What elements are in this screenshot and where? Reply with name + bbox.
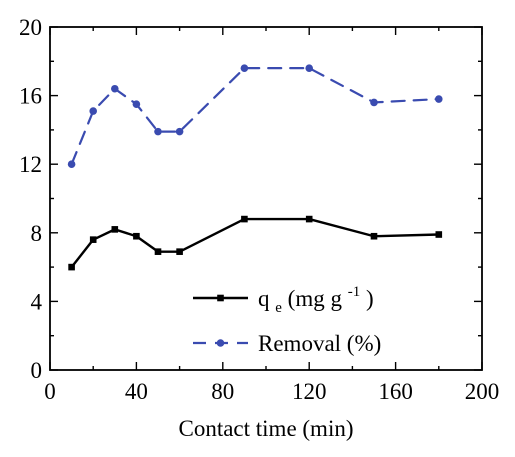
x-tick-label: 80	[211, 379, 234, 404]
qe-series-point	[89, 236, 97, 243]
y-tick-label: 16	[19, 84, 42, 109]
removal-series-point	[111, 84, 119, 93]
legend-label-qe-subscript: e	[275, 300, 282, 316]
plot-area-border	[49, 26, 483, 371]
removal-series-point	[305, 64, 314, 72]
y-tick-label: 8	[31, 221, 43, 246]
legend-swatch-removal-marker	[216, 339, 225, 347]
y-tick-label: 20	[19, 15, 42, 40]
legend-label-removal: Removal (%)	[258, 331, 381, 356]
removal-series-point	[154, 127, 162, 136]
x-tick-label: 120	[292, 379, 327, 404]
legend-label-qe-unit-prefix: (mg g	[288, 286, 343, 311]
removal-series-point	[370, 98, 378, 107]
removal-series-point	[132, 100, 141, 108]
y-tick-label: 4	[31, 289, 43, 314]
qe-series-point	[241, 215, 248, 223]
x-tick-label: 40	[125, 379, 148, 404]
legend-label-qe-unit-suffix: )	[366, 286, 374, 311]
x-tick-label: 200	[465, 379, 500, 404]
qe-series-point	[176, 248, 183, 255]
legend-item-qe: q e (mg g -1 )	[193, 276, 374, 317]
qe-series-point	[305, 215, 313, 223]
legend: q e (mg g -1 ) Removal (%)	[193, 276, 381, 356]
legend-item-removal: Removal (%)	[193, 331, 381, 356]
qe-series-point	[154, 248, 162, 255]
removal-series-point	[175, 127, 184, 136]
legend-swatch-qe-marker	[217, 294, 224, 302]
x-tick-label: 0	[44, 379, 56, 404]
removal-series-line	[70, 67, 440, 166]
qe-series-point	[111, 226, 119, 233]
removal-series-point	[89, 107, 97, 115]
legend-label-qe-superscript: -1	[348, 284, 361, 300]
y-tick-label: 0	[31, 358, 43, 383]
removal-series-point	[240, 64, 249, 72]
removal-series-point	[435, 95, 443, 103]
y-axis-ticks: 0 4 8 12 16 20	[19, 15, 482, 383]
x-tick-label: 160	[378, 379, 413, 404]
legend-label-qe-symbol: q	[258, 286, 270, 311]
qe-series-point	[370, 232, 378, 240]
plot-frame	[49, 26, 483, 371]
removal-series-point	[67, 160, 76, 168]
legend-label-qe: q e (mg g -1 )	[258, 276, 374, 317]
series-layer	[67, 64, 443, 271]
qe-series-point	[68, 263, 75, 271]
y-tick-label: 12	[19, 152, 42, 177]
removal-series	[67, 64, 443, 168]
x-axis-ticks: 0 40 80 120 160 200	[44, 27, 499, 404]
x-axis-title: Contact time (min)	[178, 416, 353, 441]
qe-series	[68, 215, 443, 271]
qe-series-line	[70, 217, 440, 269]
qe-series-point	[133, 232, 140, 240]
qe-series-point	[435, 231, 443, 238]
